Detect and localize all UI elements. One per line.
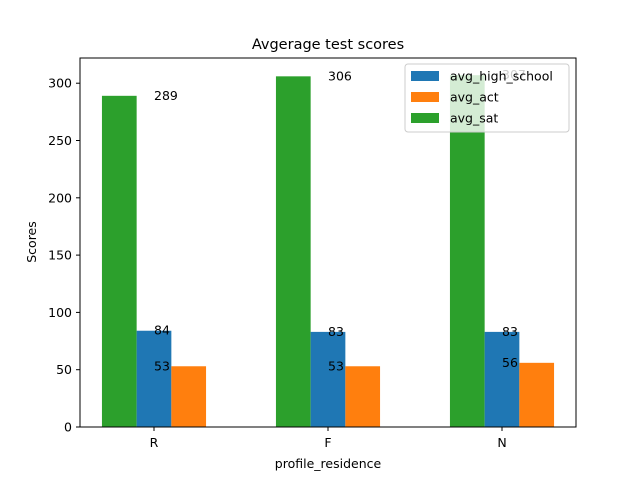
y-tick-label-50: 50 [56,362,72,377]
legend-label-avg_high_school: avg_high_school [450,69,553,84]
value-label-avg_sat-F: 306 [328,68,352,83]
y-tick-label-200: 200 [48,190,72,205]
bar-avg_sat-N [449,75,485,427]
chart-title: Avgerage test scores [252,37,404,53]
legend-swatch-avg_sat [411,113,439,123]
legend-label-avg_act: avg_act [450,90,499,105]
y-tick-label-150: 150 [48,248,72,263]
value-label-avg_high_school-N: 83 [502,324,518,339]
y-axis: 0 50 100 150 200 250 300 [48,76,80,435]
bar-avg_act-F [345,366,381,427]
value-label-avg_act-R: 53 [154,358,170,373]
legend-label-avg_sat: avg_sat [450,111,498,126]
legend: avg_high_school avg_act avg_sat [404,63,570,133]
bar-avg_high_school-N [484,331,520,427]
bar-avg_sat-R [101,95,137,427]
y-tick-label-300: 300 [48,76,72,91]
bar-avg_act-N [519,362,555,427]
y-tick-label-250: 250 [48,133,72,148]
plot-frame [79,57,577,428]
x-tick-label-F: F [324,435,331,450]
value-label-avg_act-F: 53 [328,358,344,373]
bar-avg_high_school-R [136,330,172,427]
legend-swatch-avg_high_school [411,71,439,81]
bar-avg_act-R [171,366,207,427]
value-label-avg_sat-R: 289 [154,88,178,103]
value-label-avg_high_school-R: 84 [154,323,170,338]
y-tick-label-0: 0 [64,420,72,435]
legend-swatch-avg_act [411,92,439,102]
value-label-avg_act-N: 56 [502,355,518,370]
y-tick-label-100: 100 [48,305,72,320]
bar-avg_sat-F [275,76,311,428]
legend-box [404,63,570,133]
x-tick-label-N: N [497,435,506,450]
bars-layer [101,75,555,428]
x-axis-label: profile_residence [275,456,382,471]
value-label-avg_high_school-F: 83 [328,324,344,339]
x-tick-label-R: R [150,435,159,450]
bar-avg_high_school-F [310,331,346,427]
y-axis-label: Scores [24,221,39,263]
